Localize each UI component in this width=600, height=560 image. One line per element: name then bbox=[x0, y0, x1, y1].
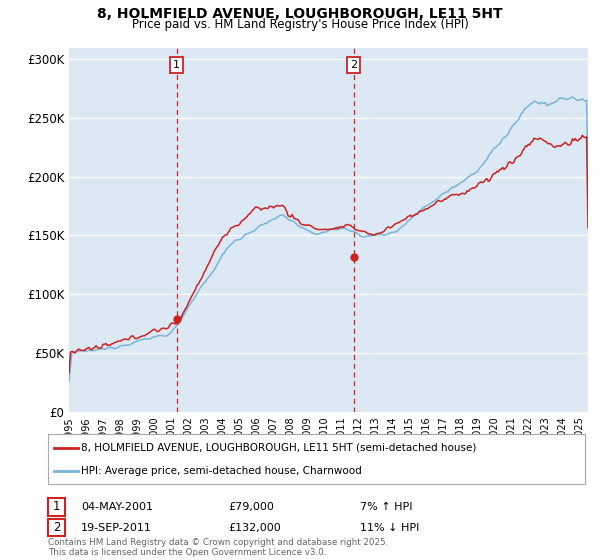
Text: 7% ↑ HPI: 7% ↑ HPI bbox=[360, 502, 413, 512]
Text: 1: 1 bbox=[173, 60, 180, 70]
Text: 2: 2 bbox=[53, 521, 60, 534]
Text: 8, HOLMFIELD AVENUE, LOUGHBOROUGH, LE11 5HT (semi-detached house): 8, HOLMFIELD AVENUE, LOUGHBOROUGH, LE11 … bbox=[81, 442, 476, 452]
Text: 1: 1 bbox=[53, 500, 60, 514]
Text: 19-SEP-2011: 19-SEP-2011 bbox=[81, 522, 152, 533]
Text: 8, HOLMFIELD AVENUE, LOUGHBOROUGH, LE11 5HT: 8, HOLMFIELD AVENUE, LOUGHBOROUGH, LE11 … bbox=[97, 7, 503, 21]
Text: £132,000: £132,000 bbox=[228, 522, 281, 533]
Text: HPI: Average price, semi-detached house, Charnwood: HPI: Average price, semi-detached house,… bbox=[81, 466, 362, 476]
Text: Price paid vs. HM Land Registry's House Price Index (HPI): Price paid vs. HM Land Registry's House … bbox=[131, 18, 469, 31]
Text: Contains HM Land Registry data © Crown copyright and database right 2025.
This d: Contains HM Land Registry data © Crown c… bbox=[48, 538, 388, 557]
Text: 11% ↓ HPI: 11% ↓ HPI bbox=[360, 522, 419, 533]
Text: £79,000: £79,000 bbox=[228, 502, 274, 512]
Text: 2: 2 bbox=[350, 60, 357, 70]
Text: 04-MAY-2001: 04-MAY-2001 bbox=[81, 502, 153, 512]
